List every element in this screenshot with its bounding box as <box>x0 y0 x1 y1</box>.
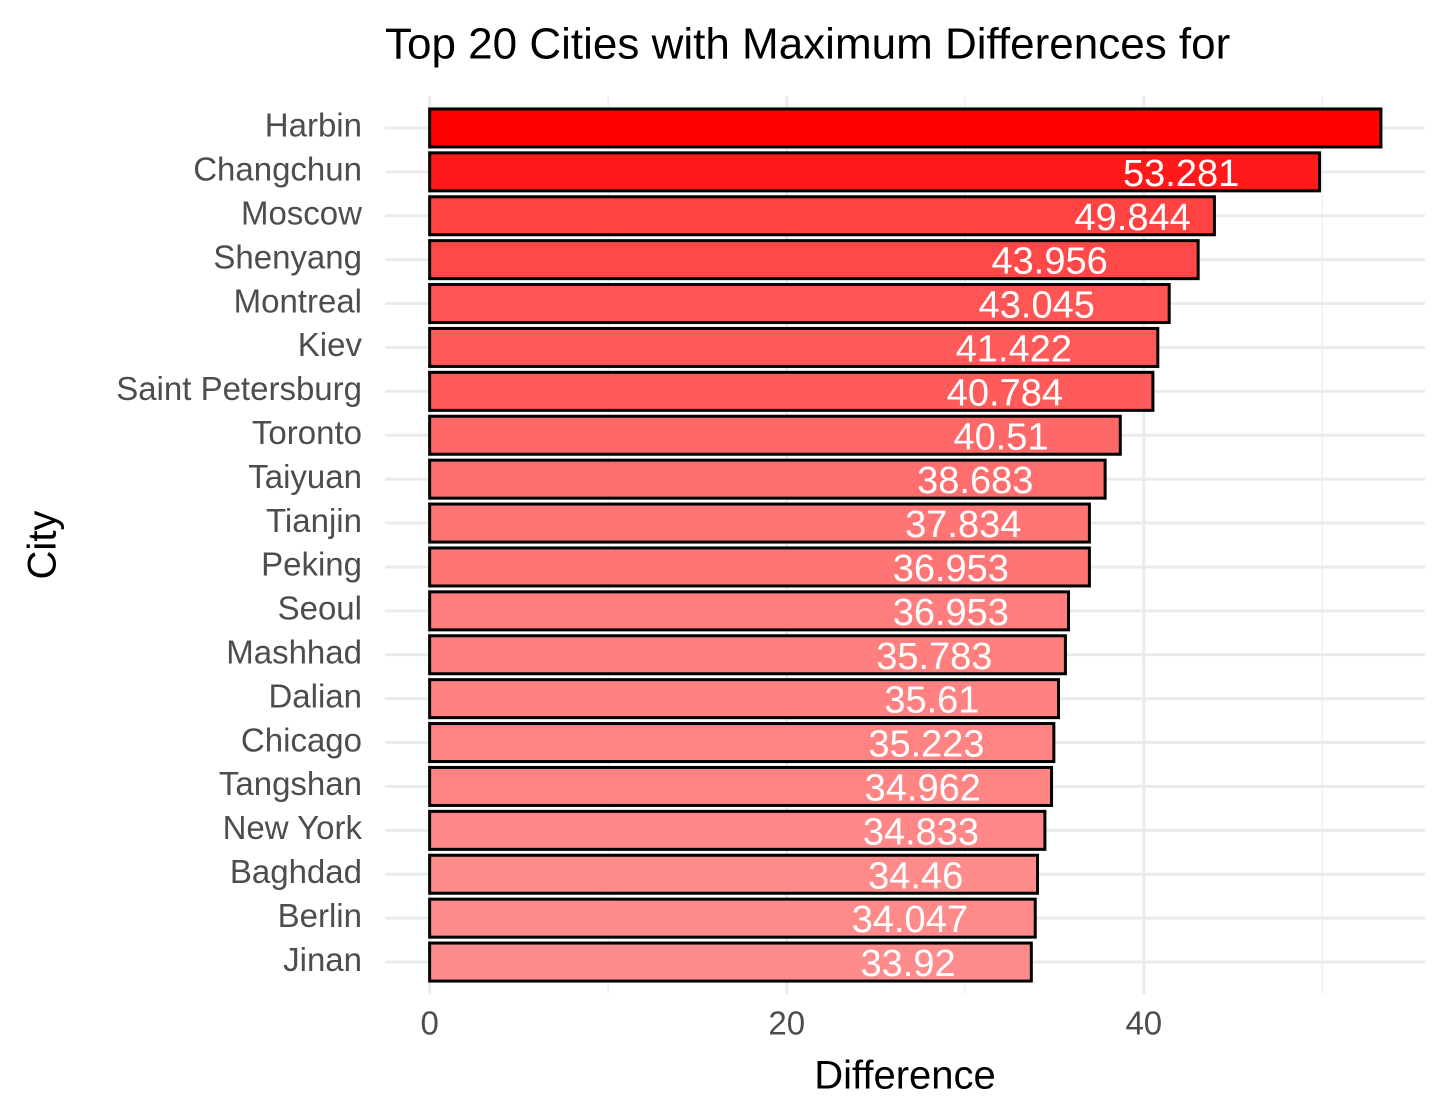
value-label: 35.61 <box>884 680 979 722</box>
bar <box>428 765 1054 807</box>
value-label: 41.422 <box>956 328 1072 370</box>
y-tick-label: Peking <box>261 546 362 583</box>
y-tick-label: Harbin <box>265 107 362 144</box>
bar <box>428 853 1040 895</box>
value-label: 34.46 <box>868 855 963 897</box>
value-label: 35.223 <box>868 724 984 766</box>
y-tick-label: Shenyang <box>213 238 362 275</box>
value-label: 34.047 <box>852 899 968 941</box>
value-label: 38.683 <box>917 460 1033 502</box>
bar <box>428 546 1091 588</box>
value-label: 36.953 <box>893 592 1009 634</box>
value-label: 49.844 <box>1075 197 1191 239</box>
bar <box>428 195 1216 237</box>
x-tick-label: 40 <box>1125 1005 1162 1042</box>
y-tick-label: Toronto <box>252 414 362 451</box>
y-tick-label: Baghdad <box>230 853 362 890</box>
bar <box>428 414 1122 456</box>
y-axis-title: City <box>21 511 65 580</box>
bar <box>428 326 1160 368</box>
bar <box>428 370 1155 412</box>
y-tick-label: Tangshan <box>219 765 362 802</box>
y-tick-label: New York <box>223 809 363 846</box>
y-tick-label: Tianjin <box>266 502 362 539</box>
y-tick-label: Saint Petersburg <box>116 370 362 407</box>
bar <box>428 458 1107 500</box>
y-tick-label: Changchun <box>193 151 362 188</box>
x-tick-label: 0 <box>420 1005 438 1042</box>
bar <box>428 107 1383 149</box>
value-label: 37.834 <box>905 504 1021 546</box>
value-label: 34.833 <box>863 811 979 853</box>
bar <box>428 897 1037 939</box>
y-tick-label: Chicago <box>241 721 362 758</box>
bar <box>428 151 1322 193</box>
bar <box>428 722 1056 764</box>
x-tick-label: 20 <box>768 1005 805 1042</box>
y-tick-label: Berlin <box>278 897 362 934</box>
bar <box>428 634 1067 676</box>
value-label: 43.045 <box>979 285 1095 327</box>
value-label: 53.281 <box>1123 153 1239 195</box>
bar <box>428 502 1091 544</box>
y-tick-label: Moscow <box>241 194 362 231</box>
y-tick-label: Seoul <box>278 590 362 627</box>
bar <box>428 283 1171 325</box>
bar <box>428 941 1033 983</box>
y-tick-label: Montreal <box>234 282 362 319</box>
value-label: 34.962 <box>865 767 981 809</box>
value-label: 40.784 <box>947 372 1063 414</box>
y-tick-label: Taiyuan <box>248 458 362 495</box>
value-label: 40.51 <box>953 416 1048 458</box>
value-label: 33.92 <box>861 943 956 985</box>
y-tick-label: Jinan <box>283 941 362 978</box>
x-axis-title: Difference <box>814 1054 996 1098</box>
value-label: 35.783 <box>876 636 992 678</box>
bar <box>428 590 1071 632</box>
y-tick-label: Kiev <box>298 326 363 363</box>
value-label: 43.956 <box>992 241 1108 283</box>
bar <box>428 678 1061 720</box>
value-label: 36.953 <box>893 548 1009 590</box>
y-tick-label: Dalian <box>268 677 362 714</box>
bar <box>428 239 1200 281</box>
y-tick-label: Mashhad <box>226 633 362 670</box>
chart-title: Top 20 Cities with Maximum Differences f… <box>385 20 1230 69</box>
bar <box>428 809 1047 851</box>
